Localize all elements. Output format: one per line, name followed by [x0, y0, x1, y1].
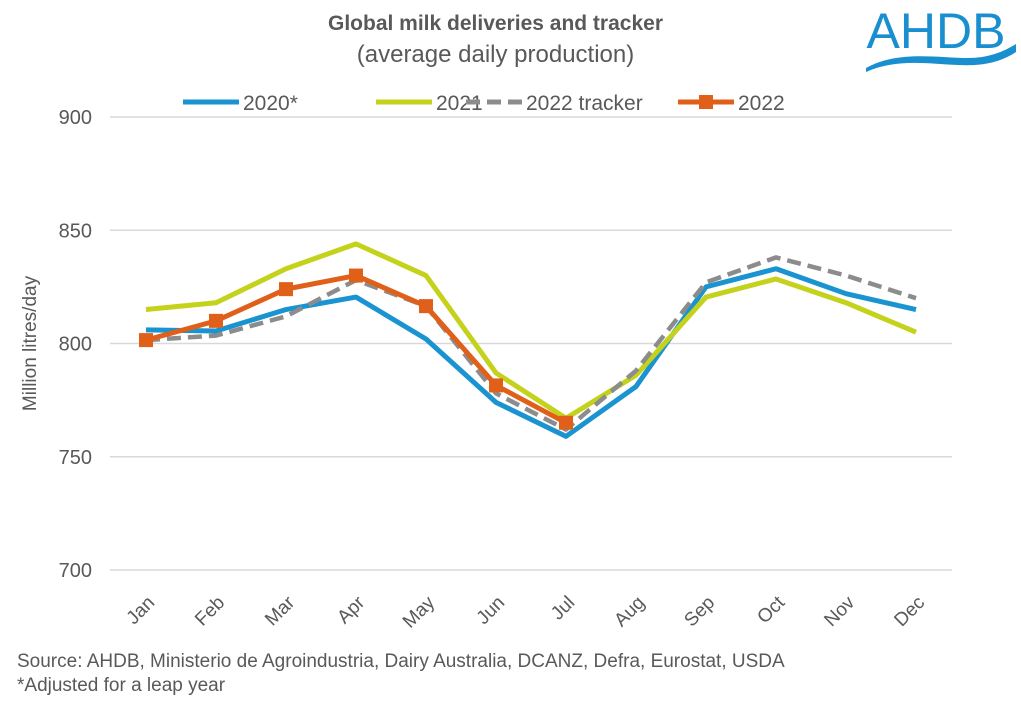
series-line-2022-tracker: [145, 255, 917, 432]
logo-swoosh: [866, 44, 1016, 72]
chart-subtitle: (average daily production): [356, 41, 635, 68]
data-point-marker: [349, 268, 363, 283]
x-tick-label: Aug: [610, 592, 649, 631]
legend-label: 2022 tracker: [526, 92, 643, 115]
legend-marker: [699, 95, 713, 109]
logo-text: AHDB: [867, 3, 1006, 59]
data-point-marker: [489, 378, 503, 393]
x-tick-label: Dec: [890, 592, 929, 631]
data-point-marker: [279, 282, 293, 297]
source-note: Source: AHDB, Ministerio de Agroindustri…: [17, 651, 785, 672]
x-tick-label: Mar: [261, 592, 299, 630]
x-tick-label: Jun: [473, 592, 510, 629]
x-tick-label: Feb: [191, 592, 229, 630]
y-axis-label: Million litres/day: [20, 275, 41, 411]
data-point-marker: [139, 333, 153, 348]
x-tick-label: Oct: [753, 592, 789, 628]
series-line-2021: [145, 241, 917, 421]
x-tick-label: Nov: [820, 592, 859, 631]
x-tick-label: Jul: [547, 592, 579, 624]
y-tick-label: 850: [59, 220, 92, 242]
x-tick-label: Jan: [123, 592, 160, 629]
data-point-marker: [559, 415, 573, 430]
y-tick-label: 900: [59, 107, 92, 129]
series-line-2020-: [145, 266, 917, 439]
footnote: *Adjusted for a leap year: [17, 675, 226, 696]
x-tick-label: May: [399, 592, 440, 633]
legend-label: 2022: [738, 92, 785, 115]
data-point-marker: [419, 299, 433, 314]
legend-label: 2020*: [243, 92, 298, 115]
x-tick-label: Apr: [333, 592, 369, 628]
legend-label: 2021: [436, 92, 483, 115]
data-point-marker: [209, 313, 223, 328]
y-tick-label: 700: [59, 560, 92, 582]
ahdb-logo: AHDB: [866, 3, 1016, 72]
y-tick-label: 750: [59, 447, 92, 469]
y-tick-label: 800: [59, 334, 92, 356]
chart-title: Global milk deliveries and tracker: [328, 12, 663, 35]
x-tick-label: Sep: [680, 592, 719, 631]
